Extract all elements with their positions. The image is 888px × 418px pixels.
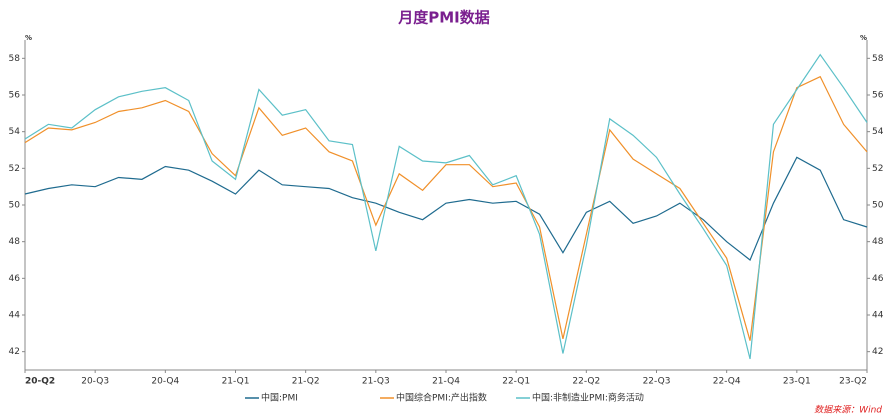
series-line bbox=[24, 75, 868, 341]
legend-label: 中国:非制造业PMI:商务活动 bbox=[532, 392, 644, 404]
y-tick-label: 52 bbox=[9, 164, 20, 174]
x-tick-label: 20-Q4 bbox=[151, 377, 179, 387]
y2-tick-label: 50 bbox=[872, 201, 884, 211]
x-tick-label: 23-Q2 bbox=[839, 377, 867, 387]
y2-tick-label: 48 bbox=[872, 237, 884, 247]
x-tick-label: 22-Q4 bbox=[713, 377, 741, 387]
y2-tick-label: 58 bbox=[872, 54, 884, 64]
x-tick-label: 21-Q1 bbox=[222, 377, 250, 387]
y-tick-label: 44 bbox=[9, 311, 21, 321]
x-tick-label: 21-Q2 bbox=[292, 377, 320, 387]
x-tick-label: 20-Q2 bbox=[25, 377, 55, 387]
x-tick-label: 21-Q4 bbox=[432, 377, 460, 387]
y-tick-label: 46 bbox=[9, 274, 21, 284]
y-unit-right: % bbox=[860, 34, 867, 42]
x-tick-label: 22-Q3 bbox=[643, 377, 671, 387]
x-tick-label: 21-Q3 bbox=[362, 377, 390, 387]
y2-tick-label: 46 bbox=[872, 274, 884, 284]
y2-tick-label: 54 bbox=[872, 127, 884, 137]
y2-tick-label: 42 bbox=[872, 347, 883, 357]
x-tick-label: 23-Q1 bbox=[783, 377, 811, 387]
y-tick-label: 54 bbox=[9, 127, 21, 137]
y-tick-label: 48 bbox=[9, 237, 21, 247]
chart-title: 月度PMI数据 bbox=[397, 9, 490, 27]
series-line bbox=[24, 156, 868, 261]
y-tick-label: 42 bbox=[9, 347, 20, 357]
x-tick-label: 22-Q1 bbox=[502, 377, 530, 387]
y-unit-left: % bbox=[25, 34, 32, 42]
y2-tick-label: 44 bbox=[872, 311, 884, 321]
y-tick-label: 58 bbox=[9, 54, 21, 64]
source: 数据来源：Wind bbox=[814, 405, 882, 416]
series-line bbox=[24, 53, 868, 360]
legend-label: 中国:PMI bbox=[261, 392, 298, 404]
y-tick-label: 56 bbox=[9, 91, 21, 101]
x-tick-label: 20-Q3 bbox=[81, 377, 109, 387]
legend-label: 中国综合PMI:产出指数 bbox=[396, 392, 487, 404]
x-tick-label: 22-Q2 bbox=[572, 377, 600, 387]
y2-tick-label: 52 bbox=[872, 164, 883, 174]
y2-tick-label: 56 bbox=[872, 91, 884, 101]
y-tick-label: 50 bbox=[9, 201, 21, 211]
